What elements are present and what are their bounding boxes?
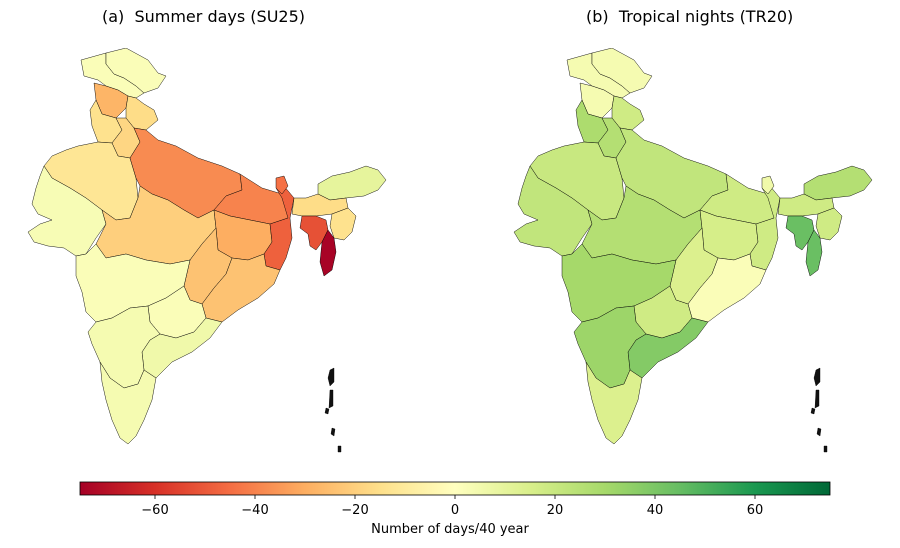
island-3: [337, 445, 342, 453]
region-arunachal: [317, 165, 387, 201]
colorbar-label: Number of days/40 year: [371, 522, 529, 537]
colorbar-tick-label: 60: [747, 503, 764, 518]
colorbar-tick-label: −20: [341, 503, 368, 518]
map-regions-b: [513, 48, 873, 445]
colorbar-tick-label: 40: [647, 503, 664, 518]
island-0: [327, 367, 335, 387]
island-2: [330, 427, 336, 437]
region-mizoram: [319, 229, 337, 277]
map-summer-days: [27, 48, 387, 453]
island-2: [816, 427, 822, 437]
map-tropical-nights: [513, 48, 873, 453]
region-kerala-tamil: [585, 361, 643, 445]
region-meghalaya-tripura: [785, 215, 815, 251]
region-sikkim: [761, 175, 775, 195]
colorbar-tick-label: −40: [241, 503, 268, 518]
island-4: [324, 407, 330, 415]
region-sikkim: [275, 175, 289, 195]
region-meghalaya-tripura: [299, 215, 329, 251]
region-ladakh-north: [591, 48, 653, 94]
colorbar: −60 −40 −20 0 20 40 60: [79, 481, 831, 518]
island-1: [328, 389, 334, 409]
region-gujarat: [513, 165, 593, 257]
island-0: [813, 367, 821, 387]
region-ne-south: [815, 207, 843, 241]
map-regions-a: [27, 48, 387, 445]
region-ne-south: [329, 207, 357, 241]
colorbar-tick-label: −60: [141, 503, 168, 518]
region-uttarakhand: [125, 95, 159, 131]
region-karnataka: [573, 305, 647, 389]
region-gujarat: [27, 165, 107, 257]
island-1: [814, 389, 820, 409]
panel-b-title: (b) Tropical nights (TR20): [586, 7, 794, 26]
region-mizoram: [805, 229, 823, 277]
island-3: [823, 445, 828, 453]
region-odisha: [201, 253, 281, 323]
region-odisha: [687, 253, 767, 323]
colorbar-tick-label: 0: [451, 503, 459, 518]
colorbar-tick-label: 20: [547, 503, 564, 518]
region-kerala-tamil: [99, 361, 157, 445]
region-karnataka: [87, 305, 161, 389]
colorbar-gradient: [79, 481, 831, 496]
panel-a-title: (a) Summer days (SU25): [102, 7, 305, 26]
region-arunachal: [803, 165, 873, 201]
region-uttarakhand: [611, 95, 645, 131]
island-4: [810, 407, 816, 415]
region-ladakh-north: [105, 48, 167, 94]
